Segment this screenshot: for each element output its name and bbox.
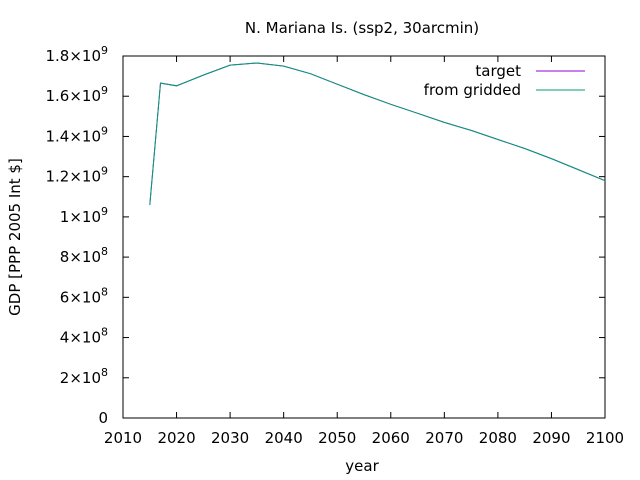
y-tick-label: 1.4×109 [45, 124, 108, 145]
y-tick-exponent: 8 [101, 285, 108, 298]
y-tick-mantissa: 1.8×10 [45, 47, 101, 65]
y-tick-mantissa: 1×10 [60, 208, 101, 226]
series-lines [149, 62, 606, 205]
x-tick-label: 2070 [425, 429, 463, 447]
legend-label: from gridded [424, 81, 521, 99]
y-tick-mantissa: 6×10 [60, 288, 101, 306]
y-tick-mantissa: 8×10 [60, 248, 101, 266]
y-tick-exponent: 9 [101, 124, 108, 137]
y-tick-label: 1×109 [60, 205, 108, 226]
y-tick-mantissa: 1.6×10 [45, 87, 101, 105]
x-axis-ticks: 2010 2020 2030 2040 2050 2060 2070 2080 2090 2100 [104, 56, 624, 447]
y-tick-mantissa: 2×10 [60, 369, 101, 387]
y-axis-ticks: 02×1084×1086×1088×1081×1091.2×1091.4×109… [45, 44, 605, 427]
series-line-from-gridded [149, 62, 606, 205]
x-tick-label: 2020 [157, 429, 195, 447]
x-tick-label: 2090 [532, 429, 570, 447]
y-tick-exponent: 8 [101, 245, 108, 258]
series-line-target [149, 62, 606, 205]
y-tick-label: 1.8×109 [45, 44, 108, 65]
chart-title: N. Mariana Is. (ssp2, 30arcmin) [245, 19, 479, 37]
x-tick-label: 2050 [318, 429, 356, 447]
y-tick-label: 1.2×109 [45, 165, 108, 186]
y-tick-label: 0 [98, 409, 108, 427]
y-axis-label: GDP [PPP 2005 Int $] [6, 158, 24, 316]
x-tick-label: 2030 [211, 429, 249, 447]
y-tick-exponent: 8 [101, 326, 108, 339]
y-tick-exponent: 9 [101, 205, 108, 218]
y-tick-mantissa: 4×10 [60, 329, 101, 347]
y-tick-exponent: 9 [101, 84, 108, 97]
x-tick-label: 2040 [265, 429, 303, 447]
y-tick-exponent: 9 [101, 44, 108, 57]
legend-label: target [475, 62, 521, 80]
y-tick-mantissa: 1.4×10 [45, 127, 101, 145]
y-tick-exponent: 9 [101, 165, 108, 178]
y-tick-label: 1.6×109 [45, 84, 108, 105]
y-tick-mantissa: 0 [98, 409, 108, 427]
x-tick-label: 2060 [372, 429, 410, 447]
x-tick-label: 2100 [586, 429, 624, 447]
y-tick-label: 4×108 [60, 326, 108, 347]
x-tick-label: 2010 [104, 429, 142, 447]
y-tick-label: 2×108 [60, 366, 108, 387]
plot-frame [122, 55, 606, 419]
y-tick-label: 6×108 [60, 285, 108, 306]
x-tick-label: 2080 [479, 429, 517, 447]
x-axis-label: year [345, 457, 379, 475]
y-tick-mantissa: 1.2×10 [45, 168, 101, 186]
y-tick-label: 8×108 [60, 245, 108, 266]
y-tick-exponent: 8 [101, 366, 108, 379]
